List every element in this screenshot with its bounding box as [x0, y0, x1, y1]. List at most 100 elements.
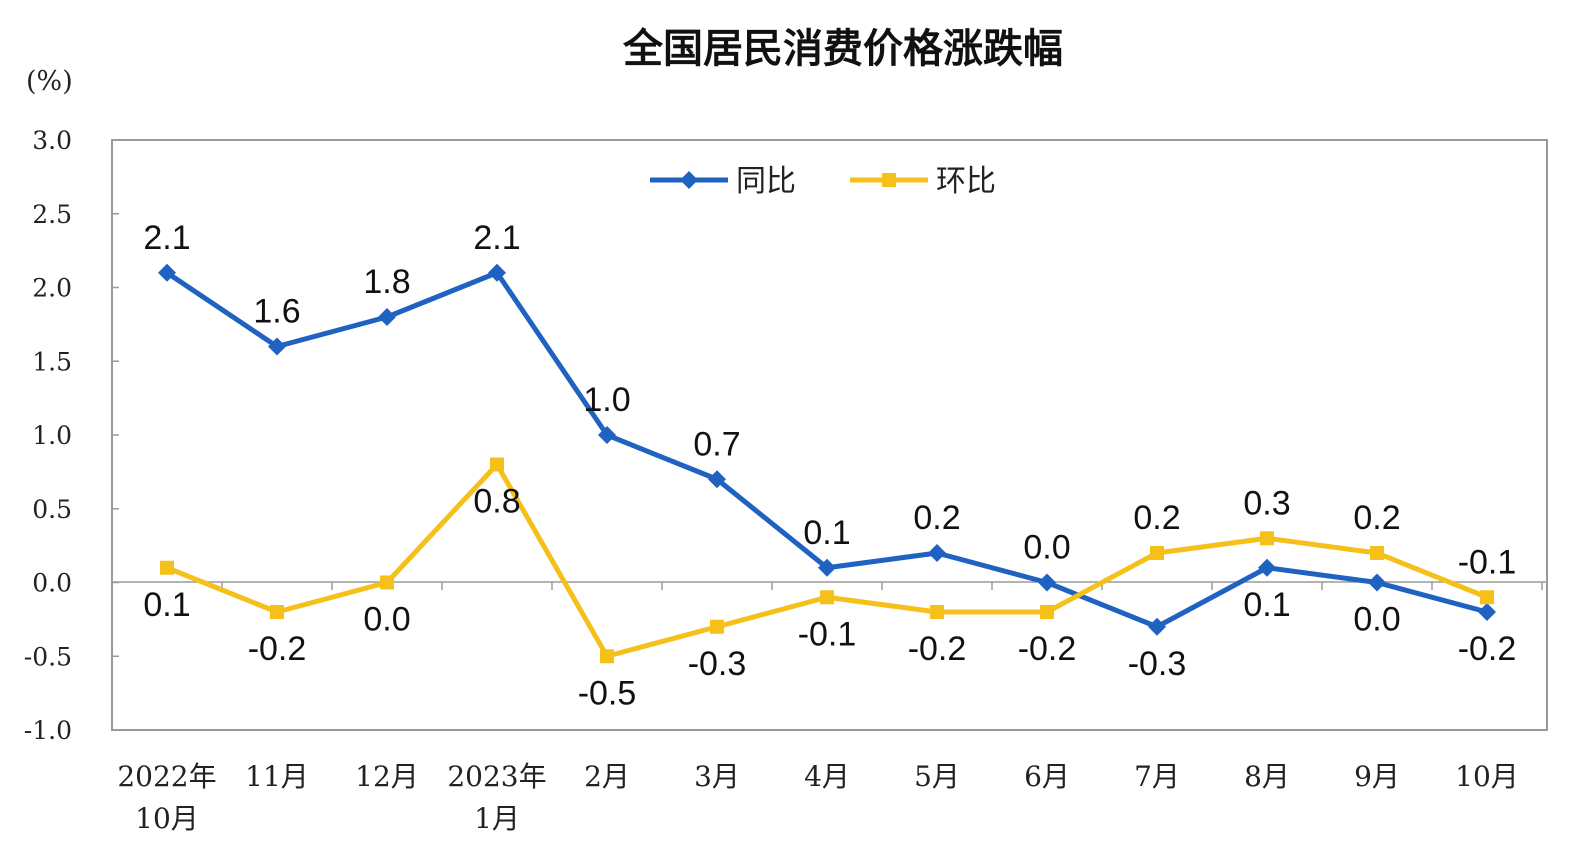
legend-swatch-marker — [882, 173, 896, 187]
data-label: -0.5 — [578, 674, 637, 712]
y-axis-ticks: 3.0 2.5 2.0 1.5 1.0 0.5 0.0 -0.5 -1.0 — [24, 126, 119, 745]
x-tick-label-line: 10月 — [135, 802, 199, 835]
data-label: 1.6 — [253, 293, 300, 331]
x-tick-label: 6月 — [1024, 760, 1070, 793]
x-tick-label: 9月 — [1354, 760, 1400, 793]
data-label: 2.1 — [473, 219, 520, 257]
x-tick-label-line: 11月 — [245, 760, 309, 793]
y-tick-label: -0.5 — [24, 642, 72, 671]
x-tick-label: 2月 — [584, 760, 630, 793]
x-tick-label-line: 7月 — [1134, 760, 1180, 793]
data-label: -0.1 — [798, 615, 857, 653]
data-label: 0.2 — [1133, 499, 1180, 537]
series-point — [1370, 546, 1384, 560]
series-point — [1040, 605, 1054, 619]
x-tick-label: 8月 — [1244, 760, 1290, 793]
x-tick-label: 11月 — [245, 760, 309, 793]
series-point — [380, 575, 394, 590]
x-tick-label: 12月 — [355, 760, 419, 793]
series-point — [1368, 573, 1386, 592]
y-tick-label: 1.0 — [32, 421, 72, 450]
series-point — [1150, 546, 1164, 560]
x-tick-label-line: 5月 — [914, 760, 960, 793]
x-tick-label-line: 3月 — [694, 760, 740, 793]
series-point — [710, 619, 724, 634]
y-axis-unit-label: (%) — [26, 66, 73, 97]
x-tick-label: 4月 — [804, 760, 850, 793]
series-point — [1038, 573, 1056, 592]
data-label: -0.1 — [1458, 543, 1517, 581]
x-tick-label-line: 1月 — [474, 802, 520, 835]
series-point — [488, 263, 506, 282]
data-label: 0.2 — [1353, 499, 1400, 537]
x-tick-label-line: 4月 — [804, 760, 850, 793]
y-tick-label: -1.0 — [24, 716, 72, 745]
x-tick-label-line: 2022年 — [117, 760, 216, 793]
series-point — [930, 605, 944, 619]
y-tick-label: 3.0 — [32, 126, 72, 155]
x-tick-label-line: 2023年 — [447, 760, 546, 793]
series-point — [1480, 590, 1494, 605]
data-label: -0.2 — [1018, 630, 1077, 668]
series-point — [268, 337, 286, 356]
series-point — [1258, 558, 1276, 577]
chart-title: 全国居民消费价格涨跌幅 — [622, 26, 1063, 72]
series-point — [928, 544, 946, 562]
data-label: 2.1 — [143, 219, 190, 257]
x-tick-label: 2022年 10月 — [117, 760, 216, 835]
x-axis-ticks: 2022年 10月 11月 12月 2023年 1月 2月 3月 4月 5月 6月 7月 8月 9月 10月 — [111, 582, 1543, 835]
series-point — [818, 558, 836, 577]
plot-area-frame — [111, 139, 1548, 731]
data-label: 0.8 — [473, 483, 520, 521]
x-tick-label-line: 2月 — [584, 760, 630, 793]
y-tick-label: 0.0 — [32, 569, 72, 598]
x-tick-label-line: 6月 — [1024, 760, 1070, 793]
x-tick-label: 5月 — [914, 760, 960, 793]
data-label: -0.2 — [1458, 630, 1517, 668]
series-point — [378, 308, 396, 326]
data-labels-layer: 2.1 1.6 1.8 2.1 1.0 0.7 0.1 0.2 0.0 -0.3 0.1 0.0 -0.… — [143, 219, 1516, 713]
x-tick-label-line: 9月 — [1354, 760, 1400, 793]
series-point — [490, 457, 504, 472]
y-tick-label: 2.5 — [32, 200, 72, 229]
data-label: -0.2 — [248, 630, 307, 668]
series-point — [600, 649, 614, 664]
y-tick-label: 0.5 — [32, 495, 72, 524]
y-tick-label: 1.5 — [32, 347, 72, 376]
data-label: 1.0 — [583, 381, 630, 419]
x-tick-label: 3月 — [694, 760, 740, 793]
data-label: 0.0 — [363, 601, 410, 639]
x-tick-label-line: 8月 — [1244, 760, 1290, 793]
data-label: -0.3 — [688, 645, 747, 683]
x-tick-label-line: 12月 — [355, 760, 419, 793]
x-tick-label: 10月 — [1455, 760, 1519, 793]
series-point — [1478, 603, 1496, 621]
series-point — [708, 470, 726, 489]
series-point — [160, 560, 174, 575]
series-point — [598, 426, 616, 444]
data-label: 0.1 — [1243, 586, 1290, 624]
x-tick-label: 2023年 1月 — [447, 760, 546, 835]
series-layer — [158, 263, 1496, 664]
series-point — [270, 605, 284, 619]
y-tick-label: 2.0 — [32, 274, 72, 303]
legend-label: 环比 — [936, 164, 996, 199]
legend-label: 同比 — [736, 164, 796, 199]
data-label: 0.2 — [913, 499, 960, 537]
series-point — [158, 263, 176, 282]
data-label: -0.3 — [1128, 645, 1187, 683]
data-label: 1.8 — [363, 263, 410, 301]
data-label: 0.0 — [1023, 529, 1070, 567]
legend: 同比 环比 — [650, 164, 996, 199]
data-label: 0.1 — [143, 586, 190, 624]
series-point — [1260, 531, 1274, 546]
data-label: 0.7 — [693, 425, 740, 463]
series-point — [1148, 617, 1166, 636]
x-tick-label: 7月 — [1134, 760, 1180, 793]
x-tick-label-line: 10月 — [1455, 760, 1519, 793]
series-point — [820, 590, 834, 605]
data-label: 0.0 — [1353, 601, 1400, 639]
data-label: 0.3 — [1243, 484, 1290, 522]
data-label: 0.1 — [803, 514, 850, 552]
